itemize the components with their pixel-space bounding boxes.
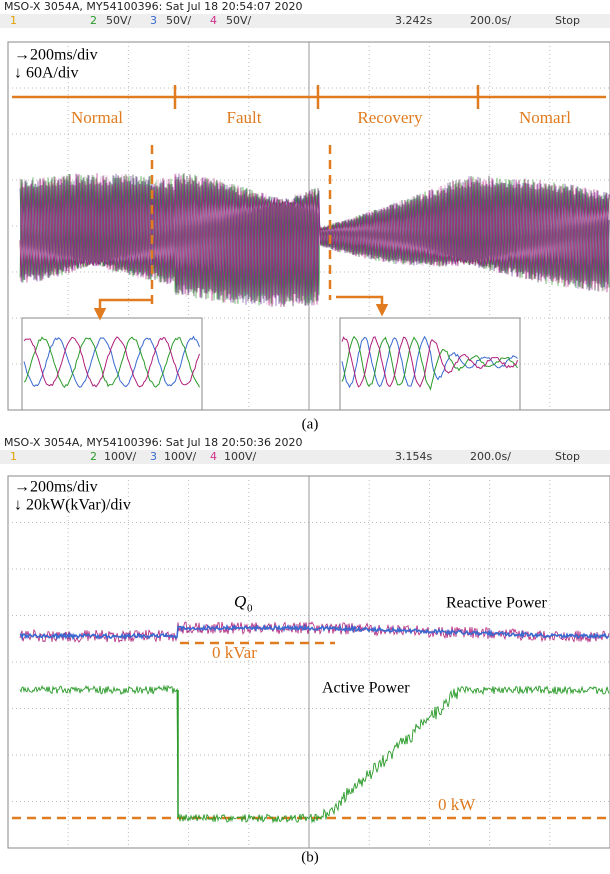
amplitude-scale: ↓ 60A/div bbox=[14, 65, 78, 82]
active-label: Active Power bbox=[322, 680, 410, 697]
channel-scale: 100V/ bbox=[104, 450, 137, 463]
stage-label: Fault bbox=[227, 108, 262, 127]
time: 3.242s bbox=[395, 14, 432, 27]
channel-number: 3 bbox=[150, 14, 157, 27]
active-zero: 0 kW bbox=[438, 795, 476, 814]
stage-label: Normal bbox=[71, 108, 123, 127]
channel-scale: 50V/ bbox=[166, 14, 192, 27]
channel-number: 1 bbox=[10, 14, 17, 27]
time-scale: →200ms/div bbox=[14, 47, 98, 64]
channel-number: 3 bbox=[150, 450, 157, 463]
timebase: 200.0s/ bbox=[470, 450, 511, 463]
channel-number: 4 bbox=[210, 450, 217, 463]
status: Stop bbox=[555, 14, 580, 27]
time-scale: →200ms/div bbox=[14, 479, 98, 496]
channel-scale: 100V/ bbox=[164, 450, 197, 463]
stage-label: Nomarl bbox=[519, 108, 571, 127]
figure: MSO-X 3054A, MY54100396: Sat Jul 18 20:5… bbox=[0, 0, 610, 869]
power-scale: ↓ 20kW(kVar)/div bbox=[14, 497, 131, 514]
channel-number: 4 bbox=[210, 14, 217, 27]
reactive-label: Reactive Power bbox=[446, 595, 548, 612]
time: 3.154s bbox=[395, 450, 432, 463]
channel-number: 1 bbox=[10, 450, 17, 463]
channel-scale: 50V/ bbox=[106, 14, 132, 27]
channel-number: 2 bbox=[90, 14, 97, 27]
channel-number: 2 bbox=[90, 450, 97, 463]
channel-scale: 50V/ bbox=[226, 14, 252, 27]
caption: (a) bbox=[302, 416, 319, 432]
timebase: 200.0s/ bbox=[470, 14, 511, 27]
stage-label: Recovery bbox=[357, 108, 423, 127]
header: MSO-X 3054A, MY54100396: Sat Jul 18 20:5… bbox=[4, 436, 303, 449]
caption: (b) bbox=[301, 849, 319, 865]
reactive-zero: 0 kVar bbox=[212, 643, 257, 662]
q-symbol: Q bbox=[234, 592, 246, 611]
header: MSO-X 3054A, MY54100396: Sat Jul 18 20:5… bbox=[4, 0, 303, 13]
q-subscript: 0 bbox=[247, 603, 253, 615]
status: Stop bbox=[555, 450, 580, 463]
channel-scale: 100V/ bbox=[224, 450, 257, 463]
